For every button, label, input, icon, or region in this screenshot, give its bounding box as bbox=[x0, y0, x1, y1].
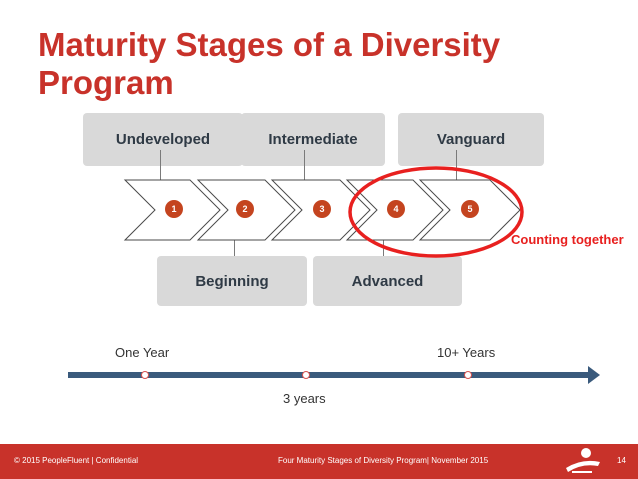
slide-title: Maturity Stages of a Diversity Program bbox=[38, 26, 501, 101]
page-number: 14 bbox=[617, 456, 626, 465]
stage-number-badge: 5 bbox=[461, 200, 479, 218]
callout-label: Counting together bbox=[511, 232, 624, 247]
connector-line bbox=[304, 150, 305, 180]
stage-number-badge: 4 bbox=[387, 200, 405, 218]
timeline-label-ten-years: 10+ Years bbox=[437, 345, 496, 360]
footer-presentation-title: Four Maturity Stages of Diversity Progra… bbox=[278, 456, 489, 465]
stage-number-badge: 3 bbox=[313, 200, 331, 218]
connector-line bbox=[383, 230, 384, 260]
stage-box-advanced: Advanced bbox=[313, 256, 462, 306]
connector-line bbox=[234, 230, 235, 260]
connector-line bbox=[160, 150, 161, 180]
connector-line bbox=[456, 150, 457, 180]
timeline-label-one-year: One Year bbox=[115, 345, 170, 360]
company-logo-icon bbox=[566, 448, 600, 473]
stage-box-beginning: Beginning bbox=[157, 256, 307, 306]
highlight-ellipse bbox=[348, 166, 524, 258]
stage-box-intermediate: Intermediate bbox=[241, 113, 385, 166]
timeline-label-three-years: 3 years bbox=[283, 391, 326, 406]
stage-box-vanguard: Vanguard bbox=[398, 113, 544, 166]
footer-copyright: © 2015 PeopleFluent | Confidential bbox=[14, 456, 139, 465]
stage-number-badge: 1 bbox=[165, 200, 183, 218]
stage-number-badge: 2 bbox=[236, 200, 254, 218]
timeline-marker bbox=[141, 371, 149, 379]
footer-bar: © 2015 PeopleFluent | Confidential Four … bbox=[0, 444, 638, 479]
timeline-marker bbox=[302, 371, 310, 379]
timeline-marker bbox=[464, 371, 472, 379]
stage-box-undeveloped: Undeveloped bbox=[83, 113, 243, 166]
